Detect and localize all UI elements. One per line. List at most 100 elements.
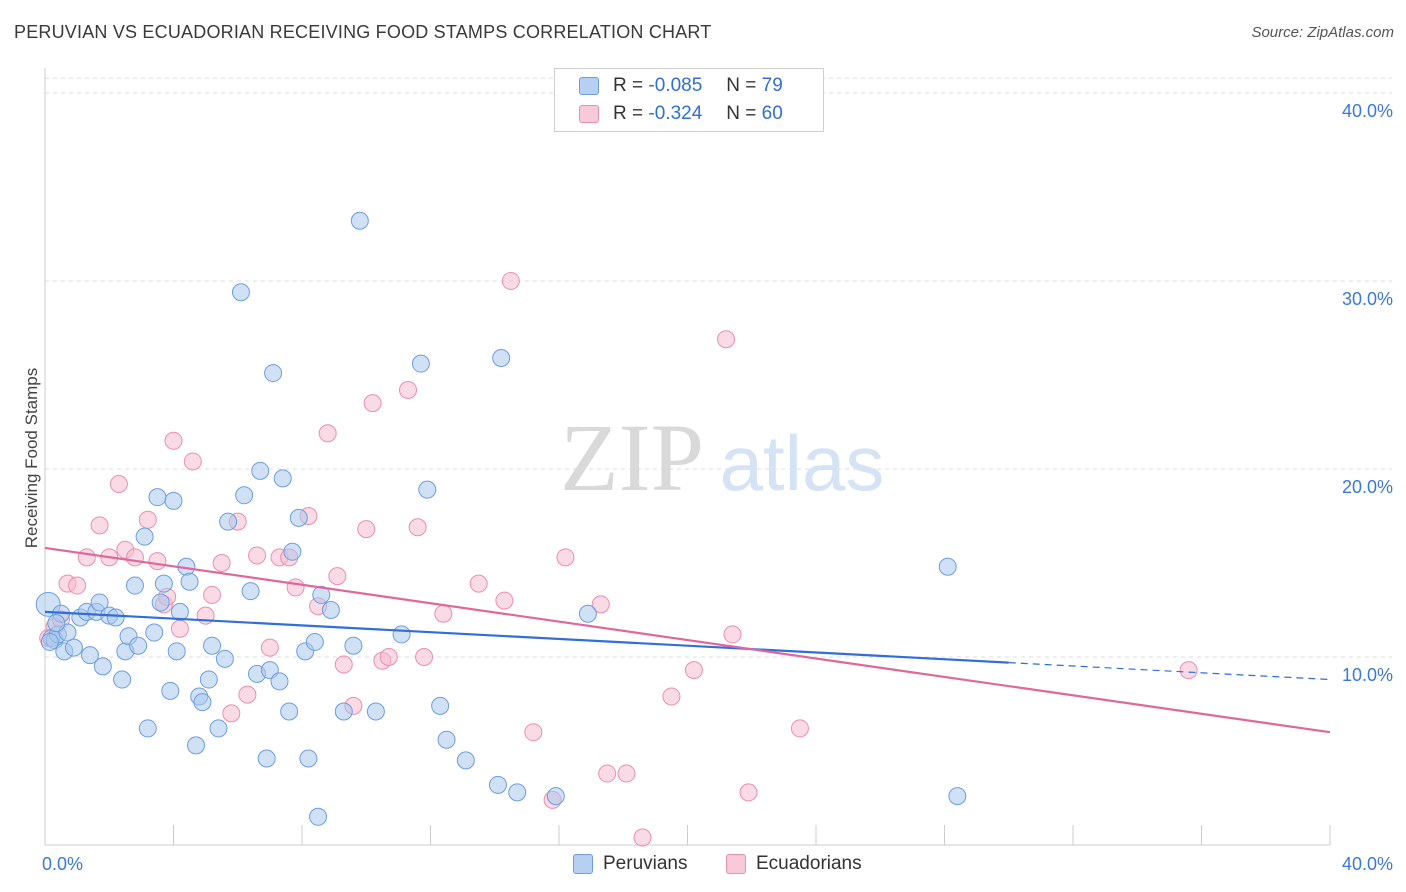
legend-r-label: R = [613,103,644,124]
y-tick-label: 40.0% [1342,101,1393,121]
peruvian-point [344,636,363,655]
ecuadorian-point [164,431,183,450]
ecuadorian-point [170,619,189,638]
legend-n-label: N = [726,75,757,96]
ecuadorian-point [238,685,257,704]
peruvian-point [270,672,289,691]
ecuadorian-point [318,424,337,443]
ecuadorian-point [222,704,241,723]
peruvian-point [938,557,957,576]
peruvians-trend-extension [1008,662,1331,681]
peruvian-point [257,749,276,768]
peruvian-point [578,604,597,623]
ecuadorian-point [286,578,305,597]
ecuadorian-point [183,452,202,471]
peruvians-trend-line [44,610,1009,664]
peruvian-point [488,775,507,794]
ecuadorian-point [90,516,109,535]
peruvian-point [492,349,511,368]
ecuadorian-point [501,271,520,290]
ecuadorian-point [434,604,453,623]
ecuadorian-point [148,552,167,571]
grid-lines [45,77,1392,658]
ecuadorian-point [125,548,144,567]
ecuadorian-point [399,380,418,399]
ecuadorian-point [415,647,434,666]
watermark-atlas: atlas [720,419,885,507]
peruvian-point [80,646,99,665]
ecuadorian-point [1179,661,1198,680]
ecuadorian-point [598,764,617,783]
ecuadorian-point [138,510,157,529]
ecuadorian-point [662,687,681,706]
peruvian-point [948,787,967,806]
peruvian-point [241,582,260,601]
peruvian-point [305,632,324,651]
peruvian-point [164,491,183,510]
peruvian-point [106,608,125,627]
y-axis-label: Receiving Food Stamps [22,367,41,549]
x-tick-label: 40.0% [1342,854,1393,874]
peruvian-point [193,693,212,712]
ecuadorian-point [717,330,736,349]
peruvian-point [289,508,308,527]
peruvian-point [366,702,385,721]
peruvian-point [125,576,144,595]
correlation-legend: R = -0.085 N = 79 R = -0.324 N = 60 [554,68,824,132]
legend-n-value: 60 [761,103,783,124]
peruvian-point [334,702,353,721]
ecuadorian-point [357,520,376,539]
peruvian-point [129,636,148,655]
ecuadorian-point [77,548,96,567]
peruvian-point [203,636,222,655]
legend-n-value: 79 [761,75,783,96]
peruvian-point [93,657,112,676]
peruvian-point [508,783,527,802]
peruvian-point [219,512,238,531]
legend-swatch-pink [579,105,599,123]
ecuadorian-point [617,764,636,783]
ecuadorian-point [790,719,809,738]
bottom-legend-peruvians: Peruvians [573,850,688,878]
ecuadorian-point [723,625,742,644]
ecuadorian-point [363,394,382,413]
ecuadorian-point [328,567,347,586]
peruvian-point [231,283,250,302]
ecuadorian-point [379,647,398,666]
peruvian-point [411,354,430,373]
peruvian-point [437,730,456,749]
peruvian-point [392,625,411,644]
y-tick-label: 10.0% [1342,665,1393,685]
peruvian-point [418,480,437,499]
y-tick-label: 30.0% [1342,289,1393,309]
peruvian-point [135,527,154,546]
peruvian-point [273,469,292,488]
bottom-swatch-blue [573,854,593,874]
x-tick-label: 0.0% [42,854,83,874]
ecuadorian-point [109,475,128,494]
legend-row-peruvians: R = -0.085 N = 79 [579,73,783,99]
peruvians-points [35,211,967,826]
chart-title: PERUVIAN VS ECUADORIAN RECEIVING FOOD ST… [14,22,712,42]
watermark: ZIP atlas [560,404,884,511]
ecuadorian-point [248,546,267,565]
peruvian-point [199,670,218,689]
y-tick-label: 20.0% [1342,477,1393,497]
peruvian-point [264,364,283,383]
legend-n-label: N = [726,103,757,124]
peruvian-point [47,614,66,633]
bottom-legend-ecuadorians: Ecuadorians [726,850,862,878]
ecuadorian-point [260,638,279,657]
legend-r-value: -0.324 [648,103,703,124]
peruvian-point [90,593,109,612]
ecuadorian-point [633,828,652,847]
ecuadorians-points [39,271,1198,847]
ecuadorian-point [68,576,87,595]
peruvian-point [151,593,170,612]
peruvian-point [251,461,270,480]
peruvian-point [546,787,565,806]
peruvian-point [148,488,167,507]
peruvian-point [186,736,205,755]
ecuadorian-point [334,655,353,674]
